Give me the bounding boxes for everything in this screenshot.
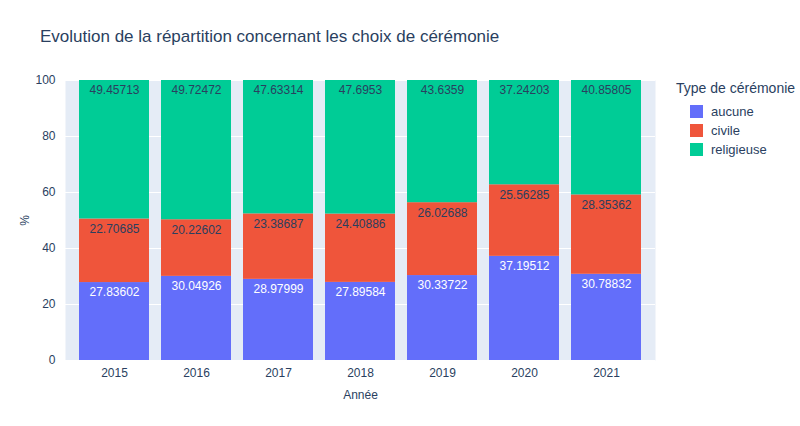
svg-text:40.85805: 40.85805 bbox=[581, 83, 631, 97]
svg-text:23.38687: 23.38687 bbox=[253, 217, 303, 231]
svg-text:40: 40 bbox=[42, 241, 56, 255]
svg-text:2021: 2021 bbox=[593, 366, 620, 380]
svg-text:2020: 2020 bbox=[511, 366, 538, 380]
svg-text:47.6953: 47.6953 bbox=[339, 83, 383, 97]
html-text:civile: civile bbox=[711, 123, 740, 138]
html-text:religieuse: religieuse bbox=[711, 142, 767, 157]
html-text:Evolution de la répartition co: Evolution de la répartition concernant l… bbox=[40, 27, 500, 46]
svg-text:2019: 2019 bbox=[429, 366, 456, 380]
svg-text:20: 20 bbox=[42, 297, 56, 311]
html-text:aucune: aucune bbox=[711, 104, 754, 119]
svg-text:24.40886: 24.40886 bbox=[335, 217, 385, 231]
svg-text:43.6359: 43.6359 bbox=[421, 83, 465, 97]
svg-text:100: 100 bbox=[35, 73, 55, 87]
svg-text:27.89584: 27.89584 bbox=[335, 285, 385, 299]
svg-text:28.35362: 28.35362 bbox=[581, 198, 631, 212]
svg-text:%: % bbox=[18, 215, 32, 226]
svg-text:49.72472: 49.72472 bbox=[171, 83, 221, 97]
svg-text:Année: Année bbox=[343, 388, 378, 402]
svg-text:26.02688: 26.02688 bbox=[417, 206, 467, 220]
svg-text:37.19512: 37.19512 bbox=[499, 259, 549, 273]
svg-text:2017: 2017 bbox=[265, 366, 292, 380]
svg-text:80: 80 bbox=[42, 129, 56, 143]
svg-text:2018: 2018 bbox=[347, 366, 374, 380]
svg-text:28.97999: 28.97999 bbox=[253, 282, 303, 296]
svg-text:27.83602: 27.83602 bbox=[89, 285, 139, 299]
svg-text:25.56285: 25.56285 bbox=[499, 188, 549, 202]
svg-text:2015: 2015 bbox=[101, 366, 128, 380]
svg-text:30.33722: 30.33722 bbox=[417, 278, 467, 292]
svg-text:30.04926: 30.04926 bbox=[171, 279, 221, 293]
svg-text:2016: 2016 bbox=[183, 366, 210, 380]
svg-text:37.24203: 37.24203 bbox=[499, 83, 549, 97]
svg-text:60: 60 bbox=[42, 185, 56, 199]
svg-text:30.78832: 30.78832 bbox=[581, 277, 631, 291]
svg-text:0: 0 bbox=[49, 353, 56, 367]
svg-text:49.45713: 49.45713 bbox=[89, 83, 139, 97]
svg-text:20.22602: 20.22602 bbox=[171, 223, 221, 237]
svg-text:22.70685: 22.70685 bbox=[89, 222, 139, 236]
svg-text:47.63314: 47.63314 bbox=[253, 83, 303, 97]
html-text:Type de cérémonie: Type de cérémonie bbox=[676, 80, 796, 96]
